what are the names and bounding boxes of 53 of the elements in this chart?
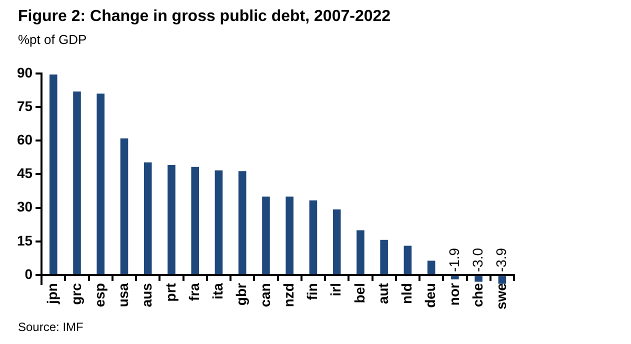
bar [286, 196, 294, 274]
x-tick-label: swe [493, 282, 510, 310]
bar [474, 276, 482, 282]
bar [96, 94, 105, 274]
x-tick-label: gbr [233, 282, 250, 306]
x-tick-label: ita [210, 282, 226, 300]
data-label: -1.9 [446, 248, 462, 272]
y-tick-label: 60 [16, 131, 33, 148]
x-tick-label: usa [115, 282, 132, 308]
y-tick-label: 30 [16, 198, 33, 215]
x-tick-label: deu [422, 283, 438, 308]
x-tick-label: aus [138, 282, 155, 308]
x-tick-label: fin [304, 283, 320, 300]
bar [309, 200, 318, 274]
bar [262, 196, 270, 274]
bar [498, 276, 506, 284]
bar [144, 162, 152, 274]
x-tick-label: jpn [44, 283, 60, 306]
y-tick-label: 15 [16, 232, 33, 248]
bar [238, 171, 246, 274]
x-tick-label: grc [68, 282, 84, 305]
x-tick-label: can [256, 283, 273, 308]
data-label: -3.0 [469, 248, 486, 272]
bar [214, 170, 223, 274]
x-tick-label: nzd [280, 283, 296, 308]
data-label: -3.9 [493, 248, 510, 272]
x-tick-label: che [469, 282, 486, 308]
y-tick-label: 0 [24, 266, 33, 282]
x-tick-label: aut [374, 282, 391, 304]
y-tick-label: 75 [16, 98, 33, 114]
bar [404, 246, 412, 274]
bar [451, 276, 459, 280]
bar [356, 230, 364, 274]
x-tick-label: fra [186, 282, 202, 301]
bar [380, 240, 388, 274]
chart-title: Figure 2: Change in gross public debt, 2007-2022 [18, 8, 391, 26]
bar [191, 166, 200, 274]
bar [49, 74, 58, 274]
bar [427, 260, 436, 274]
bar [120, 138, 128, 274]
x-tick-label: esp [91, 283, 108, 308]
chart-subtitle: %pt of GDP [18, 32, 87, 47]
x-tick-label: nld [398, 283, 415, 304]
x-tick-label: prt [162, 282, 178, 302]
x-tick-label: nor [446, 282, 462, 306]
bar [168, 165, 176, 274]
source-note: Source: IMF [18, 320, 84, 334]
y-tick-label: 45 [16, 165, 33, 182]
x-tick-label: irl [328, 283, 344, 296]
x-tick-label: bel [351, 283, 368, 304]
bar [73, 92, 81, 274]
bar [332, 209, 341, 274]
y-tick-label: 90 [16, 64, 33, 80]
